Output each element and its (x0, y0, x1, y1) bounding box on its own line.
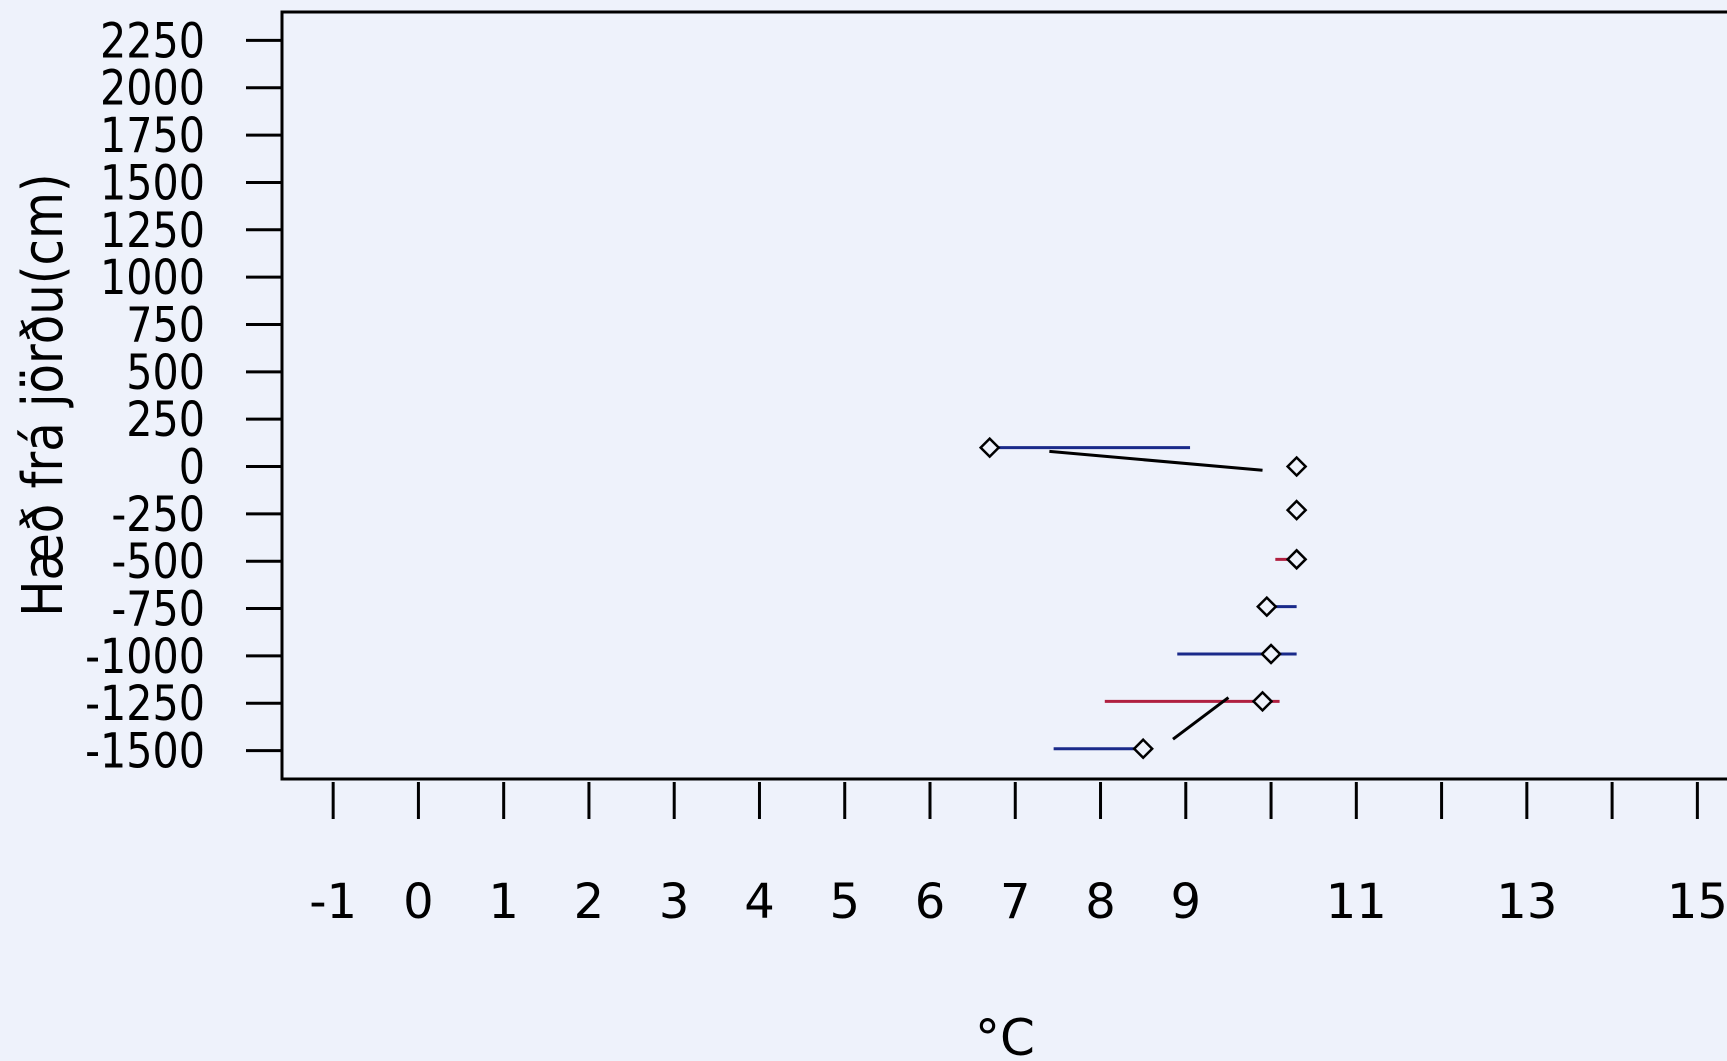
plot-frame (282, 12, 1727, 779)
x-tick-label: 4 (744, 874, 775, 930)
x-tick-label: 13 (1496, 874, 1557, 930)
data-point (981, 439, 999, 457)
data-segment (1173, 698, 1228, 740)
x-tick-label: 11 (1326, 874, 1387, 930)
x-tick-label: 7 (1000, 874, 1031, 930)
x-tick-label: 3 (659, 874, 690, 930)
data-point (1254, 692, 1272, 710)
data-point (1288, 550, 1306, 568)
data-segment (1049, 451, 1262, 470)
data-point (1288, 458, 1306, 476)
plot-area-group (282, 12, 1727, 779)
points-group (981, 439, 1306, 758)
x-tick-label: -1 (309, 874, 357, 930)
x-tick-label: 5 (829, 874, 860, 930)
data-point (1262, 645, 1280, 663)
x-tick-label: 1 (488, 874, 519, 930)
data-point (1288, 501, 1306, 519)
segments-group (990, 448, 1297, 749)
y-axis-label: Hæð frá jörðu(cm) (12, 173, 76, 616)
x-tick-label: 0 (403, 874, 434, 930)
x-axis-group: -1 0 1 2 3 4 5 6 7 8 9 11 13 15 (309, 782, 1727, 930)
y-axis-group: 2250200017501500125010007505002500-250-5… (85, 12, 282, 779)
data-point (1258, 598, 1276, 616)
data-point (1134, 740, 1152, 758)
x-axis-label: °C (975, 1009, 1035, 1061)
x-tick-label: 2 (574, 874, 605, 930)
y-tick-label: -1500 (85, 723, 205, 780)
x-tick-label: 15 (1667, 874, 1727, 930)
x-tick-label: 8 (1085, 874, 1116, 930)
x-tick-label: 9 (1171, 874, 1202, 930)
x-tick-label: 6 (915, 874, 946, 930)
